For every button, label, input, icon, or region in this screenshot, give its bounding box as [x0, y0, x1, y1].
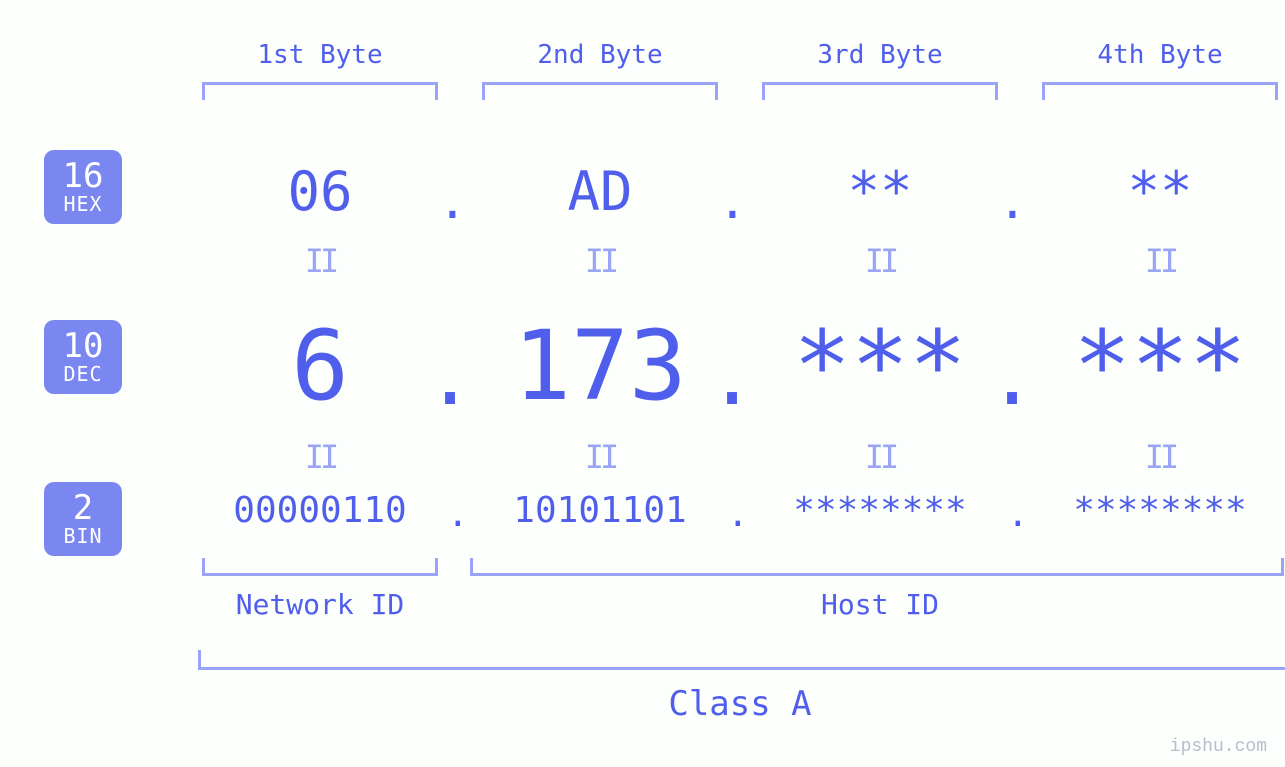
separator-dot: . [1007, 494, 1029, 535]
equals-icon: II [305, 242, 336, 280]
separator-dot: . [438, 174, 467, 230]
byte-header-1: 1st Byte [257, 40, 382, 70]
equals-icon: II [865, 438, 896, 476]
equals-icon: II [305, 438, 336, 476]
equals-icon: II [1145, 438, 1176, 476]
equals-icon: II [585, 242, 616, 280]
dec-byte-3: *** [793, 310, 966, 422]
byte-bracket-1 [202, 82, 438, 100]
bin-byte-1: 00000110 [233, 490, 406, 531]
hex-byte-2: AD [567, 160, 632, 223]
dec-byte-2: 173 [513, 310, 686, 422]
class-bracket [198, 650, 1285, 670]
diagram-grid: 1st Byte 06 II 6 II 00000110 2nd Byte AD… [40, 0, 1280, 767]
byte-bracket-4 [1042, 82, 1278, 100]
separator-dot: . [426, 330, 474, 423]
byte-bracket-3 [762, 82, 998, 100]
host-id-label: Host ID [821, 588, 939, 621]
host-id-bracket [470, 558, 1284, 576]
dec-byte-4: *** [1073, 310, 1246, 422]
byte-header-4: 4th Byte [1097, 40, 1222, 70]
bin-byte-4: ******** [1073, 490, 1246, 531]
network-id-label: Network ID [236, 588, 405, 621]
hex-byte-1: 06 [287, 160, 352, 223]
separator-dot: . [447, 494, 469, 535]
separator-dot: . [998, 174, 1027, 230]
separator-dot: . [988, 330, 1036, 423]
dec-byte-1: 6 [291, 310, 349, 422]
bin-byte-3: ******** [793, 490, 966, 531]
class-label: Class A [668, 684, 811, 724]
byte-bracket-2 [482, 82, 718, 100]
separator-dot: . [727, 494, 749, 535]
byte-header-3: 3rd Byte [817, 40, 942, 70]
equals-icon: II [865, 242, 896, 280]
equals-icon: II [1145, 242, 1176, 280]
byte-header-2: 2nd Byte [537, 40, 662, 70]
equals-icon: II [585, 438, 616, 476]
bin-byte-2: 10101101 [513, 490, 686, 531]
hex-byte-3: ** [847, 160, 912, 223]
separator-dot: . [718, 174, 747, 230]
hex-byte-4: ** [1127, 160, 1192, 223]
separator-dot: . [708, 330, 756, 423]
watermark: ipshu.com [1170, 737, 1267, 757]
network-id-bracket [202, 558, 438, 576]
